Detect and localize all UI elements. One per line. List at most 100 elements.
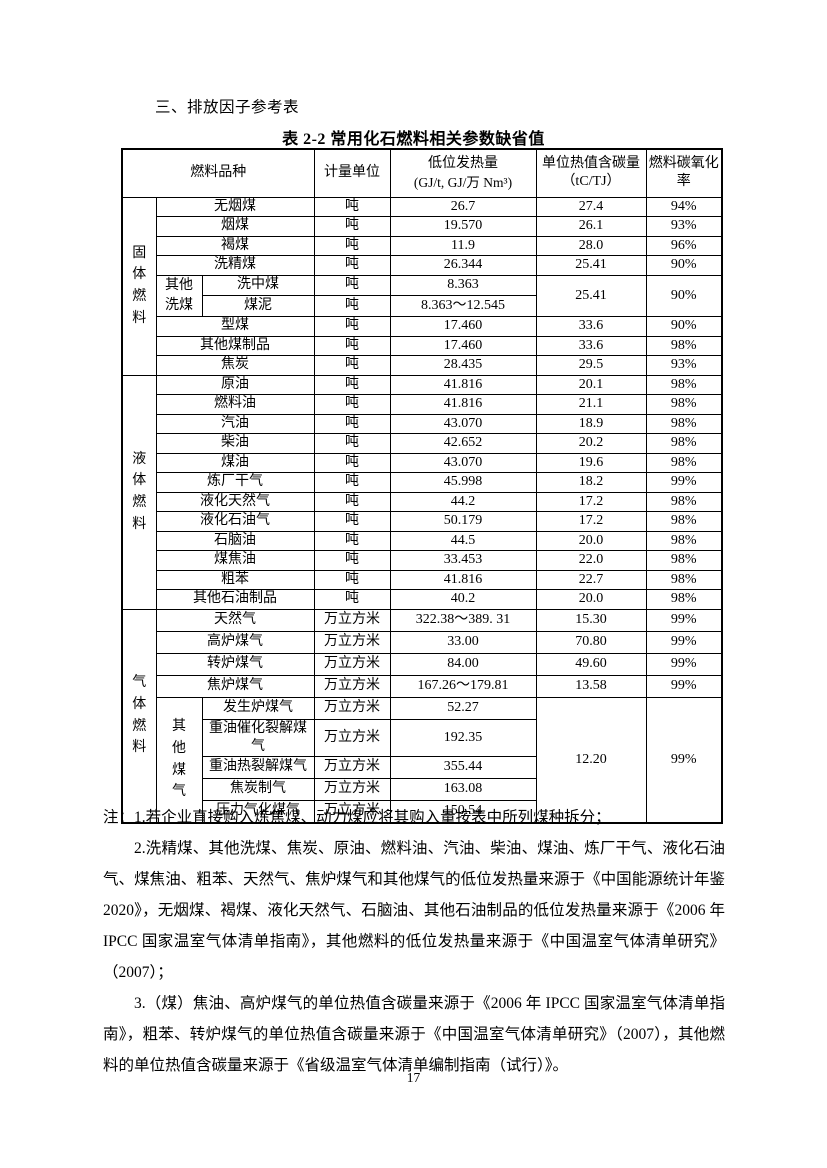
oxidation-rate-cell: 98% bbox=[645, 413, 723, 435]
header-oxidation-rate: 燃料碳氧化率 bbox=[645, 148, 723, 198]
carbon-content-cell: 18.9 bbox=[535, 413, 647, 435]
table-row: 其他洗煤 洗中煤吨 8.363 25.41 90% bbox=[122, 274, 723, 318]
ncv-cell: 43.070 bbox=[389, 413, 537, 435]
fuel-name-cell: 重油催化裂解煤气 bbox=[201, 718, 315, 757]
fuel-name-cell: 洗精煤 bbox=[155, 255, 315, 276]
carbon-content-cell: 19.6 bbox=[535, 452, 647, 474]
oxidation-rate-cell: 99% bbox=[645, 674, 723, 698]
unit-cell: 吨 bbox=[313, 472, 391, 493]
fuel-name-cell: 汽油 bbox=[155, 413, 315, 435]
fuel-name-cell: 型煤 bbox=[155, 316, 315, 337]
fuel-name-cell: 其他煤制品 bbox=[155, 335, 315, 357]
fuel-name-cell: 液化天然气 bbox=[155, 491, 315, 513]
unit-cell: 万立方米 bbox=[313, 799, 391, 824]
oxidation-rate-cell: 94% bbox=[645, 196, 723, 217]
table-row: 其他石油制品吨 40.2 20.0 98% bbox=[122, 589, 723, 610]
unit-cell: 吨 bbox=[313, 569, 391, 591]
header-carbon-content: 单位热值含碳量（tC/TJ） bbox=[535, 148, 647, 198]
table-row: 柴油吨 42.652 20.2 98% bbox=[122, 433, 723, 454]
carbon-content-cell: 27.4 bbox=[535, 196, 647, 217]
ncv-cell: 167.26～179.81 bbox=[389, 674, 537, 698]
carbon-content-cell: 33.6 bbox=[535, 316, 647, 337]
table-row: 型煤吨 17.460 33.6 90% bbox=[122, 316, 723, 337]
oxidation-rate-cell: 96% bbox=[645, 235, 723, 256]
oxidation-rate-cell: 99% bbox=[645, 472, 723, 493]
header-ncv-line1: 低位发热量 bbox=[428, 156, 498, 172]
table-row: 燃料油吨 41.816 21.1 98% bbox=[122, 394, 723, 415]
table-row: 汽油吨 43.070 18.9 98% bbox=[122, 413, 723, 435]
carbon-content-cell: 20.2 bbox=[535, 433, 647, 454]
table-row: 液体燃料 原油吨 41.816 20.1 98% bbox=[121, 374, 723, 610]
ncv-cell: 322.38～389. 31 bbox=[389, 608, 537, 632]
table-row: 其他煤气 发生炉煤气 万立方米 52.27 12.20 99% bbox=[122, 696, 723, 824]
oxidation-rate-cell: 90% bbox=[645, 274, 723, 318]
table-row: 煤焦油吨 33.453 22.0 98% bbox=[122, 550, 723, 571]
fuel-name-cell: 燃料油 bbox=[155, 394, 315, 415]
oxidation-rate-cell: 98% bbox=[645, 452, 723, 474]
ncv-cell: 11.9 bbox=[389, 235, 537, 256]
table-title: 表 2-2 常用化石燃料相关参数缺省值 bbox=[282, 131, 545, 148]
fuel-name-cell: 煤泥 bbox=[201, 295, 315, 318]
carbon-content-cell: 12.20 bbox=[535, 696, 647, 824]
oxidation-rate-cell: 99% bbox=[645, 630, 723, 654]
ncv-cell: 355.44 bbox=[389, 755, 537, 779]
fuel-name-cell: 煤焦油 bbox=[155, 550, 315, 571]
ncv-cell: 26.7 bbox=[389, 196, 537, 217]
header-ncv: 低位发热量 (GJ/t, GJ/万 Nm³) bbox=[389, 148, 537, 198]
unit-cell: 吨 bbox=[313, 216, 391, 237]
unit-cell: 吨 bbox=[313, 335, 391, 357]
oxidation-rate-cell: 99% bbox=[645, 652, 723, 676]
fuel-name-cell: 压力气化煤气 bbox=[201, 799, 315, 824]
oxidation-rate-cell: 98% bbox=[645, 433, 723, 454]
ncv-cell: 44.2 bbox=[389, 491, 537, 513]
unit-cell: 万立方米 bbox=[313, 674, 391, 698]
unit-cell: 万立方米 bbox=[313, 652, 391, 676]
carbon-content-cell: 25.41 bbox=[535, 255, 647, 276]
header-fuel-type: 燃料品种 bbox=[121, 148, 315, 198]
ncv-cell: 33.453 bbox=[389, 550, 537, 571]
carbon-content-cell: 29.5 bbox=[535, 355, 647, 376]
table-header: 燃料品种 计量单位 低位发热量 (GJ/t, GJ/万 Nm³) 单位热值含碳量… bbox=[121, 148, 723, 198]
fuel-name-cell: 原油 bbox=[155, 374, 315, 396]
table-row: 固体燃料 无烟煤吨 26.7 27.4 94% bbox=[121, 196, 723, 376]
table-row: 煤泥吨 8.363～12.545 bbox=[122, 295, 722, 318]
ncv-cell: 41.816 bbox=[389, 569, 537, 591]
unit-cell: 万立方米 bbox=[313, 718, 391, 757]
ncv-cell: 50.179 bbox=[389, 511, 537, 532]
carbon-content-cell: 18.2 bbox=[535, 472, 647, 493]
fuel-name-cell: 炼厂干气 bbox=[155, 472, 315, 493]
oxidation-rate-cell: 98% bbox=[645, 491, 723, 513]
table-row: 气体燃料 天然气 万立方米 322.38～389. 31 15.30 99% bbox=[121, 608, 723, 824]
fuel-name-cell: 无烟煤 bbox=[155, 196, 315, 217]
oxidation-rate-cell: 98% bbox=[645, 394, 723, 415]
header-ncv-line2: (GJ/t, GJ/万 Nm³) bbox=[413, 174, 513, 190]
ncv-cell: 17.460 bbox=[389, 316, 537, 337]
carbon-content-cell: 22.0 bbox=[535, 550, 647, 571]
oxidation-rate-cell: 93% bbox=[645, 216, 723, 237]
carbon-content-cell: 49.60 bbox=[535, 652, 647, 676]
ncv-cell: 45.998 bbox=[389, 472, 537, 493]
table-row: 压力气化煤气 万立方米 150.54 bbox=[122, 799, 722, 824]
fuel-name-cell: 柴油 bbox=[155, 433, 315, 454]
unit-cell: 吨 bbox=[313, 413, 391, 435]
oxidation-rate-cell: 98% bbox=[645, 511, 723, 532]
ncv-cell: 33.00 bbox=[389, 630, 537, 654]
section-heading: 三、排放因子参考表 bbox=[155, 99, 300, 116]
carbon-content-cell: 17.2 bbox=[535, 491, 647, 513]
oxidation-rate-cell: 98% bbox=[645, 550, 723, 571]
carbon-content-cell: 70.80 bbox=[535, 630, 647, 654]
oxidation-rate-cell: 90% bbox=[645, 255, 723, 276]
table-row: 重油热裂解煤气 万立方米 355.44 bbox=[122, 755, 722, 779]
carbon-content-cell: 33.6 bbox=[535, 335, 647, 357]
category-cell: 固体燃料 bbox=[121, 196, 157, 376]
unit-cell: 吨 bbox=[313, 530, 391, 552]
category-cell: 液体燃料 bbox=[121, 374, 157, 610]
unit-cell: 吨 bbox=[313, 491, 391, 513]
carbon-content-cell: 20.0 bbox=[535, 589, 647, 610]
oxidation-rate-cell: 98% bbox=[645, 374, 723, 396]
table-row: 焦炉煤气 万立方米 167.26～179.81 13.58 99% bbox=[122, 674, 723, 698]
oxidation-rate-cell: 90% bbox=[645, 316, 723, 337]
table-row: 液化天然气吨 44.2 17.2 98% bbox=[122, 491, 723, 513]
unit-cell: 吨 bbox=[313, 452, 391, 474]
carbon-content-cell: 22.7 bbox=[535, 569, 647, 591]
